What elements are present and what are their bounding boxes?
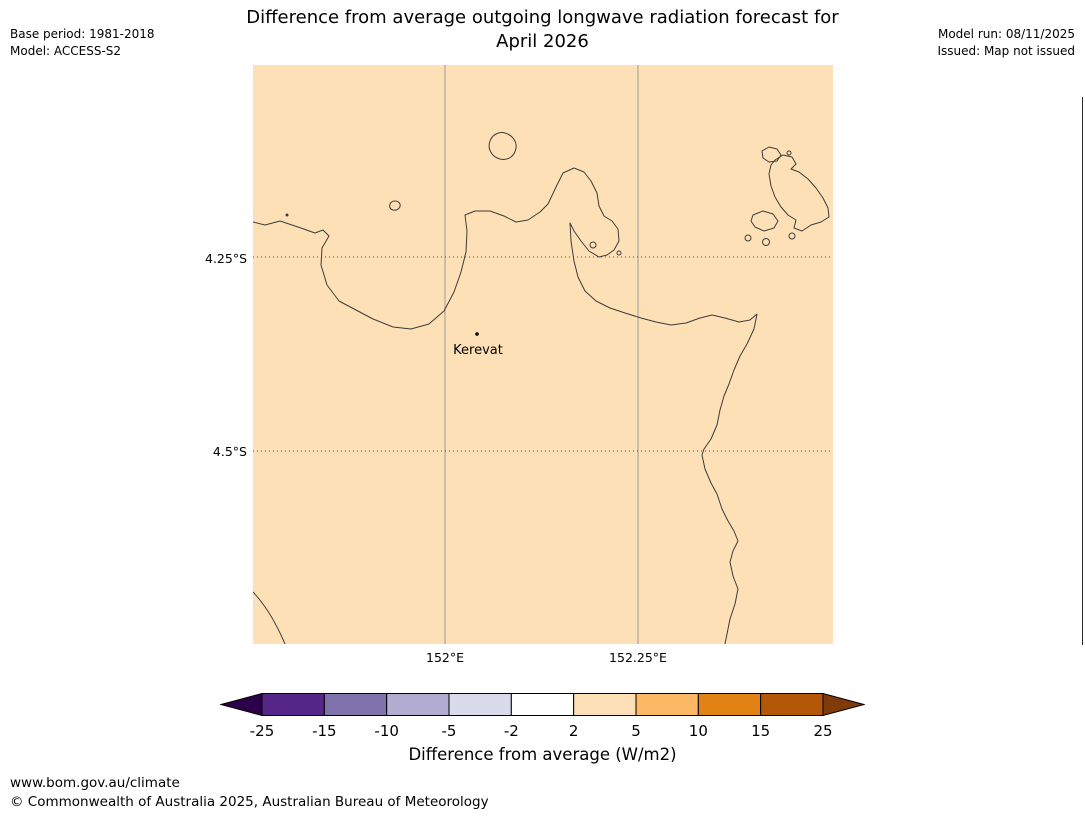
islet-dot (285, 213, 289, 217)
colorbar-segment-8 (760, 693, 824, 716)
model-run-label: Model run: 08/11/2025 (937, 27, 1075, 41)
place-label-kerevat: Kerevat (453, 343, 503, 358)
footer-copyright: © Commonwealth of Australia 2025, Austra… (10, 794, 489, 810)
island-northeast-small (761, 146, 782, 163)
colorbar-tick-10: 10 (688, 722, 708, 740)
coastline (253, 132, 830, 644)
right-frame-line (1082, 97, 1083, 645)
island-duke-of-york (750, 210, 779, 232)
colorbar-tick-5: 5 (631, 722, 641, 740)
page-title-line2: April 2026 (496, 30, 589, 52)
map-canvas (253, 65, 833, 644)
lat-tick-4-25s: 4.25°S (205, 251, 248, 266)
kerevat-marker-dot (475, 332, 479, 336)
colorbar-label: Difference from average (W/m2) (408, 745, 677, 764)
map-fill (253, 65, 833, 644)
islet (788, 232, 796, 240)
colorbar-tick--2: -2 (503, 722, 519, 740)
island-new-ireland-tip (768, 154, 830, 232)
lat-tick-4-5s: 4.5°S (212, 444, 247, 459)
colorbar-tick--10: -10 (374, 722, 399, 740)
colorbar-tick--5: -5 (441, 722, 457, 740)
latitude-gridlines (253, 256, 833, 452)
base-period-label: Base period: 1981-2018 (10, 27, 155, 41)
colorbar-segment-4 (510, 693, 575, 716)
colorbar-segment-5 (573, 693, 637, 716)
model-metadata-left: Base period: 1981-2018 Model: ACCESS-S2 (10, 26, 155, 60)
colorbar-segment-2 (386, 693, 450, 716)
colorbar-left-arrow (219, 692, 263, 717)
colorbar-tick--25: -25 (249, 722, 275, 740)
colorbar-segment-3 (448, 693, 512, 716)
island-top-center (488, 132, 517, 160)
colorbar-segment-6 (635, 693, 699, 716)
lon-tick-152e: 152°E (425, 650, 465, 665)
page-title: Difference from average outgoing longwav… (0, 6, 1085, 53)
colorbar (219, 692, 866, 717)
page-title-line1: Difference from average outgoing longwav… (246, 7, 839, 28)
coastline-new-britain (253, 167, 758, 644)
colorbar-tick-2: 2 (568, 722, 579, 740)
issued-label: Issued: Map not issued (937, 44, 1075, 58)
island-small-west (389, 200, 401, 211)
colorbar-tick--15: -15 (312, 722, 337, 740)
forecast-map: Kerevat (253, 65, 833, 644)
colorbar-tick-15: 15 (751, 722, 771, 740)
colorbar-segment-7 (697, 693, 762, 716)
footer-url-link[interactable]: www.bom.gov.au/climate (10, 775, 180, 791)
islet (616, 250, 622, 256)
islet (589, 241, 597, 249)
coastline-corner (253, 591, 286, 644)
colorbar-tick-25: 25 (813, 722, 833, 740)
colorbar-segment-0 (261, 693, 325, 716)
lon-tick-152-25e: 152.25°E (609, 650, 667, 665)
islet (762, 238, 770, 246)
islet (744, 234, 752, 242)
model-metadata-right: Model run: 08/11/2025 Issued: Map not is… (937, 26, 1075, 60)
model-label: Model: ACCESS-S2 (10, 44, 122, 58)
colorbar-ticks: -25 -15 -10 -5 -2 2 5 10 15 25 (220, 722, 865, 740)
colorbar-scale (219, 692, 866, 717)
longitude-gridlines (444, 65, 639, 644)
colorbar-right-arrow (822, 692, 866, 717)
colorbar-segment-1 (323, 693, 388, 716)
islet (786, 150, 792, 156)
